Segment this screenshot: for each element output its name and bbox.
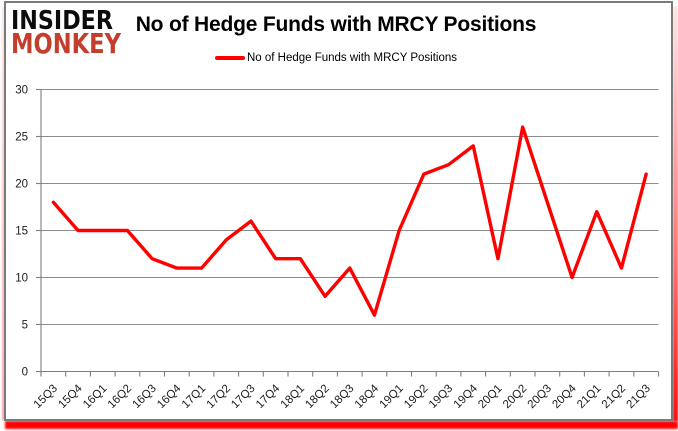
x-tick-label-16Q2: 16Q2 (106, 383, 134, 411)
y-tick-label-0: 0 (22, 367, 28, 379)
x-tick-label-17Q3: 17Q3 (229, 383, 257, 411)
y-tick-label-20: 20 (15, 179, 28, 191)
red-glow-left (1, 7, 5, 420)
x-tick-label-17Q1: 17Q1 (180, 383, 208, 411)
x-tick-label-21Q1: 21Q1 (575, 383, 603, 411)
x-tick-label-17Q2: 17Q2 (205, 383, 233, 411)
logo-text-insider: INSIDER (11, 6, 113, 36)
x-tick-label-15Q4: 15Q4 (56, 382, 85, 411)
x-tick-label-16Q4: 16Q4 (155, 382, 184, 411)
x-tick-label-21Q2: 21Q2 (600, 383, 628, 411)
x-tick-label-19Q3: 19Q3 (427, 383, 455, 411)
x-tick-label-20Q2: 20Q2 (501, 383, 529, 411)
legend-line-swatch (214, 56, 245, 60)
insider-monkey-logo: INSIDER MONKEY (11, 6, 122, 60)
x-tick-label-19Q4: 19Q4 (452, 382, 481, 411)
red-glow-bottom (5, 421, 678, 429)
chart-title: No of Hedge Funds with MRCY Positions (135, 13, 537, 36)
x-tick-label-18Q4: 18Q4 (353, 382, 382, 411)
x-tick-label-19Q1: 19Q1 (377, 383, 405, 411)
x-tick-label-19Q2: 19Q2 (402, 383, 430, 411)
x-tick-label-21Q3: 21Q3 (624, 383, 652, 411)
x-tick-label-15Q3: 15Q3 (32, 383, 60, 411)
x-tick-label-20Q4: 20Q4 (550, 382, 579, 411)
x-tick-label-18Q2: 18Q2 (303, 383, 331, 411)
y-tick-label-25: 25 (15, 132, 28, 144)
x-tick-label-18Q1: 18Q1 (279, 383, 307, 411)
logo-text-monkey: MONKEY (11, 27, 122, 60)
x-tick-label-17Q4: 17Q4 (254, 382, 283, 411)
legend-label: No of Hedge Funds with MRCY Positions (246, 52, 458, 64)
legend: No of Hedge Funds with MRCY Positions (6, 51, 666, 65)
y-tick-label-5: 5 (22, 320, 28, 332)
y-tick-label-15: 15 (15, 226, 28, 238)
red-glow-right (673, 6, 678, 421)
y-tick-label-30: 30 (15, 85, 28, 97)
x-tick-label-16Q3: 16Q3 (130, 383, 158, 411)
chart-frame (4, 1, 673, 421)
series-line-hedge-funds (51, 125, 648, 317)
x-tick-label-20Q1: 20Q1 (476, 383, 504, 411)
x-tick-label-18Q3: 18Q3 (328, 383, 356, 411)
x-tick-label-20Q3: 20Q3 (526, 383, 554, 411)
y-tick-label-10: 10 (15, 273, 28, 285)
x-tick-label-16Q1: 16Q1 (81, 383, 109, 411)
